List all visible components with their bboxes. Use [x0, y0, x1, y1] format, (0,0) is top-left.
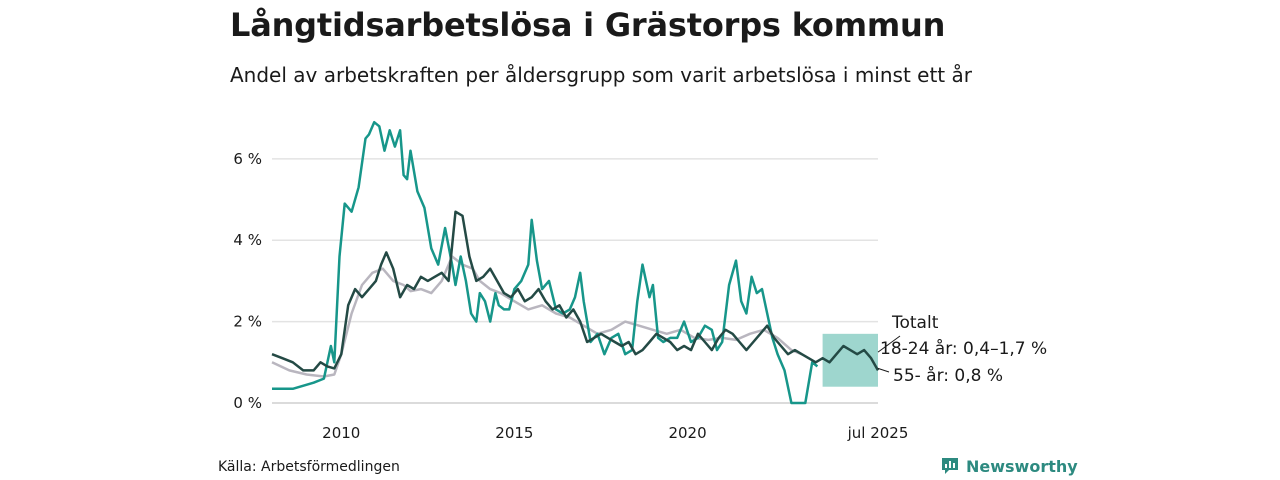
annotation-connector — [877, 335, 901, 353]
y-tick-label: 0 % — [233, 394, 262, 412]
chart-title: Långtidsarbetslösa i Grästorps kommun — [230, 6, 946, 44]
annotation-connector — [877, 367, 890, 373]
y-tick-label: 6 % — [233, 150, 262, 168]
y-tick-label: 2 % — [233, 313, 262, 331]
x-tick-label: 2020 — [668, 424, 706, 442]
x-axis: 2010 2015 2020 jul 2025 — [322, 424, 908, 442]
brand-logo: Newsworthy — [940, 456, 1078, 476]
source-note: Källa: Arbetsförmedlingen — [218, 459, 400, 475]
annotation-older: 55- år: 0,8 % — [893, 365, 1003, 386]
chart-subtitle: Andel av arbetskraften per åldersgrupp s… — [230, 63, 972, 87]
bar-chart-icon — [942, 458, 958, 474]
annotation-totalt: Totalt — [891, 313, 939, 333]
annotations: Totalt 18-24 år: 0,4–1,7 % 55- år: 0,8 % — [877, 313, 1047, 386]
y-tick-label: 4 % — [233, 231, 262, 249]
series-line-older — [271, 210, 880, 372]
x-tick-label: 2015 — [495, 424, 533, 442]
series-lines — [271, 120, 880, 405]
grid — [272, 158, 878, 404]
x-tick-label: jul 2025 — [847, 424, 909, 442]
brand-name: Newsworthy — [966, 456, 1078, 476]
y-axis: 0 % 2 % 4 % 6 % — [233, 150, 262, 412]
series-line-totalt — [271, 255, 803, 378]
x-tick-label: 2010 — [322, 424, 360, 442]
series-line-youth — [272, 120, 819, 405]
annotation-youth: 18-24 år: 0,4–1,7 % — [880, 338, 1047, 359]
